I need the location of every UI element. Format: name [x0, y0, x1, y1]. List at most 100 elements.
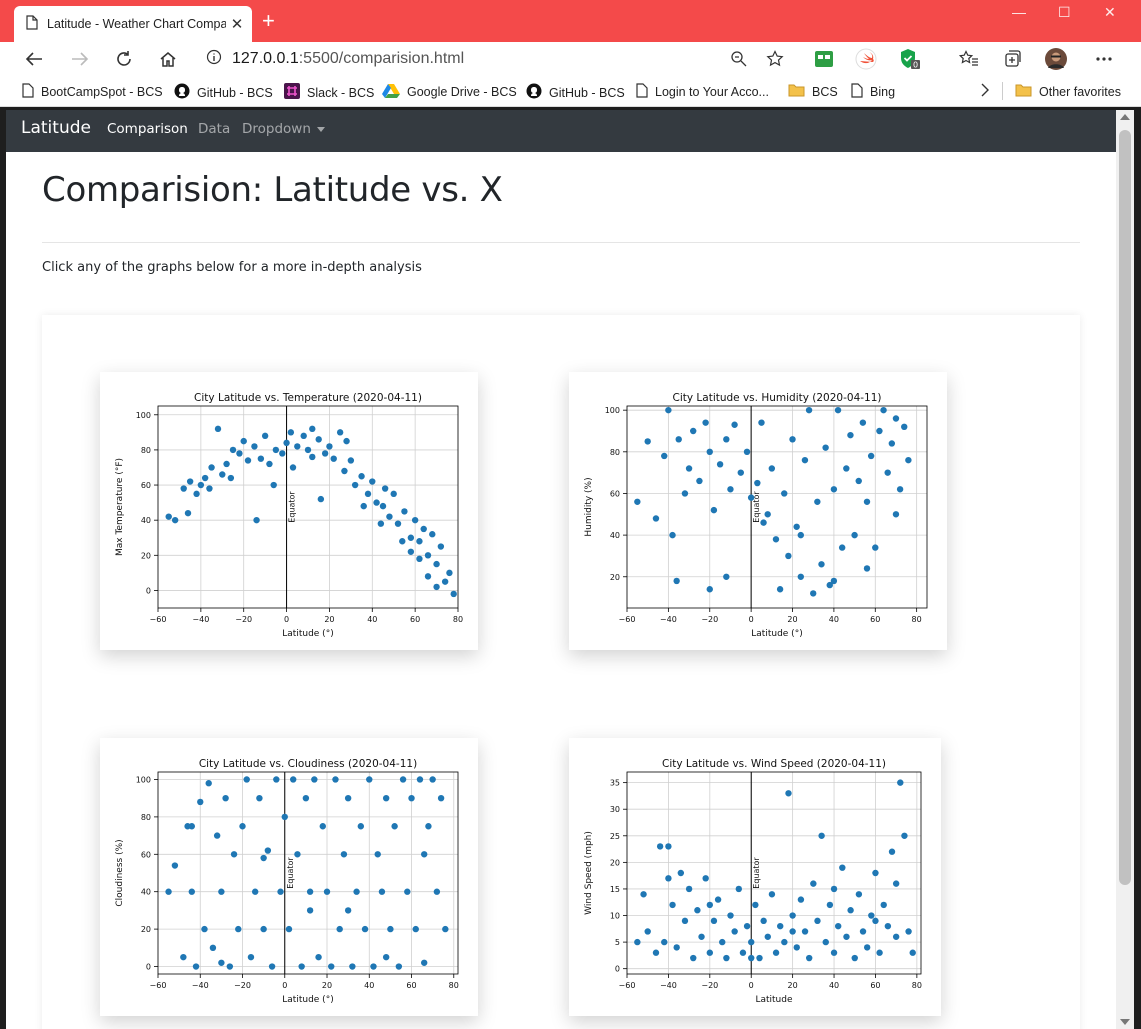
browser-tab[interactable]: Latitude - Weather Chart Compa ✕ [14, 6, 252, 42]
page-icon [851, 83, 870, 101]
refresh-icon[interactable] [110, 47, 138, 71]
collections-icon[interactable] [998, 47, 1026, 71]
data-point [344, 794, 352, 802]
data-point [370, 963, 377, 970]
bookmark-item[interactable]: Slack - BCS [284, 83, 374, 102]
zoom-icon[interactable] [730, 50, 748, 73]
forward-icon[interactable] [66, 47, 94, 71]
scroll-up-icon[interactable] [1120, 114, 1130, 120]
data-point [446, 569, 453, 577]
data-point [251, 443, 258, 450]
data-point [382, 794, 390, 802]
url-path: :5500/comparision.html [298, 50, 465, 67]
data-point [826, 901, 834, 909]
data-point [652, 515, 660, 522]
data-point [826, 581, 833, 589]
vertical-scrollbar[interactable] [1116, 110, 1134, 1029]
data-point [706, 448, 713, 456]
bookmark-item[interactable]: Bing [851, 83, 895, 101]
x-tick-label: −20 [235, 615, 252, 624]
data-point [665, 406, 672, 414]
close-tab-icon[interactable]: ✕ [230, 16, 244, 33]
cloudiness-chart-card[interactable]: City Latitude vs. Cloudiness (2020-04-11… [100, 738, 478, 1016]
data-point [901, 423, 908, 431]
data-point [450, 590, 457, 598]
info-icon[interactable] [206, 49, 222, 70]
navbar-brand[interactable]: Latitude [21, 118, 91, 138]
data-point [723, 954, 730, 962]
wind-speed-chart-card[interactable]: City Latitude vs. Wind Speed (2020-04-11… [569, 738, 941, 1016]
data-point [364, 490, 372, 498]
temperature-chart-card[interactable]: City Latitude vs. Temperature (2020-04-1… [100, 372, 478, 650]
data-point [341, 467, 348, 475]
bookmark-item[interactable]: BootCampSpot - BCS [22, 83, 163, 101]
chevron-right-icon[interactable] [980, 83, 997, 97]
scroll-down-icon[interactable] [1120, 1019, 1130, 1025]
address-bar[interactable]: 127.0.0.1:5500/comparision.html [196, 45, 796, 73]
bookmark-item[interactable]: Google Drive - BCS [382, 83, 517, 101]
minimize-icon[interactable]: — [1012, 4, 1026, 20]
y-tick-label: 0 [146, 963, 151, 972]
data-point [661, 938, 668, 946]
scrollbar-thumb[interactable] [1119, 130, 1131, 885]
data-point [257, 455, 265, 462]
more-menu-icon[interactable] [1090, 47, 1118, 71]
data-point [369, 478, 376, 485]
close-window-icon[interactable]: ✕ [1104, 4, 1116, 20]
data-point [727, 912, 734, 919]
x-tick-label: 20 [787, 615, 797, 624]
data-point [433, 583, 440, 591]
bookmark-label: GitHub - BCS [197, 85, 273, 100]
avatar[interactable] [1042, 47, 1070, 71]
home-icon[interactable] [154, 47, 182, 71]
nav-data[interactable]: Data [198, 121, 231, 137]
page-icon [22, 83, 41, 101]
bookmark-item[interactable]: GitHub - BCS [526, 83, 625, 102]
data-point [251, 888, 259, 895]
bookmark-item[interactable]: GitHub - BCS [174, 83, 273, 102]
data-point [358, 473, 365, 480]
bookmark-item[interactable]: BCS [788, 83, 838, 100]
caret-down-icon [316, 126, 325, 132]
bookmark-item[interactable]: Login to Your Acco... [636, 83, 769, 101]
data-point [793, 523, 800, 530]
data-point [214, 425, 222, 433]
new-tab-button[interactable]: + [262, 8, 275, 33]
swift-extension-icon[interactable] [852, 47, 880, 71]
favorites-icon[interactable] [955, 47, 983, 71]
data-point [814, 917, 821, 925]
back-icon[interactable] [20, 47, 48, 71]
shield-icon[interactable]: 0 [896, 47, 924, 71]
y-axis-label: Max Temperature (°F) [115, 458, 125, 556]
data-point [290, 776, 297, 783]
data-point [830, 885, 838, 893]
maximize-icon[interactable]: ☐ [1058, 4, 1071, 20]
data-point [360, 502, 367, 510]
data-point [867, 452, 875, 460]
x-tick-label: −20 [701, 615, 718, 624]
extension-green-icon[interactable] [810, 47, 838, 71]
page-viewport: Latitude Comparison Data Dropdown Compar… [6, 110, 1116, 1029]
data-point [328, 963, 335, 970]
data-point [896, 486, 904, 493]
data-point [818, 561, 825, 568]
y-tick-label: 100 [136, 411, 151, 420]
data-point [270, 481, 277, 489]
data-point [888, 848, 896, 855]
other-favorites[interactable]: Other favorites [1015, 83, 1121, 100]
data-point [180, 953, 187, 961]
scatter-plot: City Latitude vs. Humidity (2020-04-11) −… [584, 392, 928, 639]
data-point [797, 531, 804, 539]
x-tick-label: 80 [912, 981, 922, 990]
data-point [748, 954, 755, 962]
data-point [634, 938, 641, 946]
data-point [737, 469, 744, 476]
favorite-star-icon[interactable] [766, 50, 784, 73]
data-point [834, 922, 842, 930]
nav-dropdown[interactable]: Dropdown [242, 121, 325, 137]
nav-comparison[interactable]: Comparison [107, 121, 188, 137]
data-point [735, 885, 743, 893]
browser-titlebar: Latitude - Weather Chart Compa ✕ + — ☐ ✕ [0, 0, 1141, 42]
data-point [205, 780, 212, 787]
humidity-chart-card[interactable]: City Latitude vs. Humidity (2020-04-11) −… [569, 372, 947, 650]
